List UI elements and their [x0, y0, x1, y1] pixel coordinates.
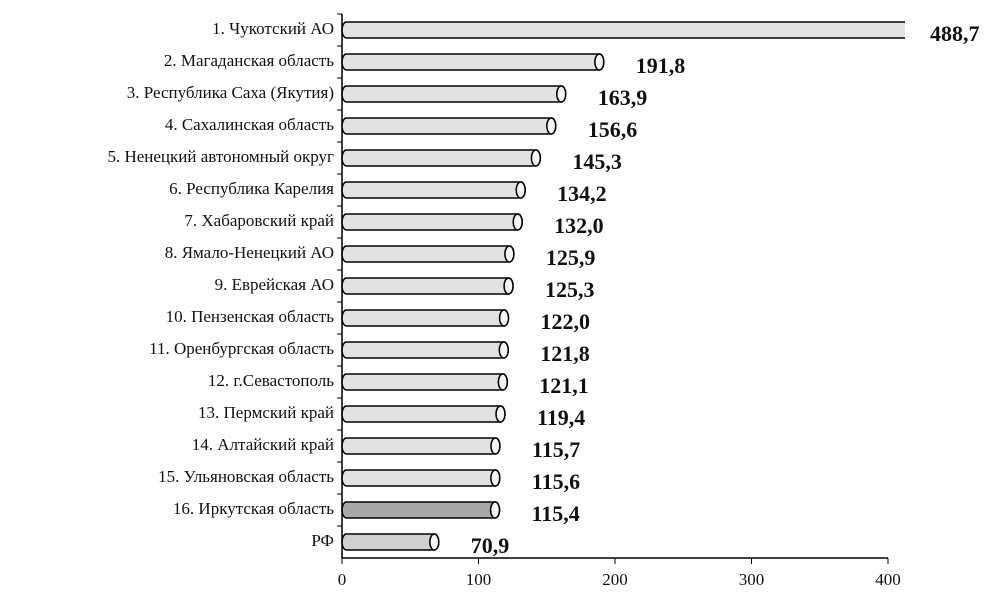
bar: [341, 117, 557, 135]
bar: [341, 21, 905, 39]
bar-group: [341, 85, 567, 103]
y-tick-label: РФ: [311, 531, 334, 550]
value-label: 488,7: [930, 21, 980, 46]
bar-cap: [504, 245, 515, 263]
value-label: 163,9: [598, 85, 648, 110]
y-tick-label: 8. Ямало-Ненецкий АО: [165, 243, 334, 262]
value-label: 191,8: [636, 53, 686, 78]
y-tick-label: 13. Пермский край: [198, 403, 334, 422]
bar-cap: [497, 373, 509, 391]
y-tick-label: 11. Оренбургская область: [149, 339, 334, 358]
y-tick-label: 16. Иркутская область: [173, 499, 334, 518]
y-tick-label: 2. Магаданская область: [164, 51, 334, 70]
y-tick-label: 14. Алтайский край: [192, 435, 334, 454]
bar-group: [341, 181, 526, 199]
bar-cap: [495, 405, 506, 423]
y-tick-label: 6. Республика Карелия: [169, 179, 334, 198]
bar-group: [341, 341, 510, 359]
value-label: 132,0: [554, 213, 604, 238]
value-label: 125,9: [546, 245, 596, 270]
bar: [341, 501, 501, 519]
value-label: 121,1: [539, 373, 589, 398]
bar-cap: [594, 53, 605, 71]
value-label: 121,8: [540, 341, 590, 366]
x-tick-label: 400: [875, 570, 901, 589]
bar-cap: [490, 437, 501, 455]
bar-cap: [489, 501, 501, 519]
x-tick-label: 300: [739, 570, 765, 589]
bar: [341, 181, 526, 199]
value-label: 70,9: [471, 533, 510, 558]
bar-cap: [512, 213, 523, 231]
bar-group: [341, 277, 514, 295]
bar-group: [341, 405, 506, 423]
bar: [341, 213, 523, 231]
bar-group: [341, 533, 440, 551]
y-tick-label: 3. Республика Саха (Якутия): [127, 83, 334, 102]
y-tick-label: 10. Пензенская область: [166, 307, 335, 326]
bar-cap: [530, 149, 542, 167]
value-label: 145,3: [572, 149, 622, 174]
bar: [341, 245, 515, 263]
bar-cap: [498, 309, 510, 327]
bar-group: [341, 245, 515, 263]
x-tick-label: 100: [466, 570, 492, 589]
value-label: 134,2: [557, 181, 607, 206]
bar-cap: [429, 533, 440, 551]
bar: [341, 469, 501, 487]
bar-group: [341, 437, 501, 455]
value-label: 125,3: [545, 277, 595, 302]
y-tick-label: 4. Сахалинская область: [165, 115, 334, 134]
bar: [341, 309, 510, 327]
x-tick-label: 0: [338, 570, 347, 589]
bar-group: [341, 117, 557, 135]
bar-group: [341, 21, 905, 39]
y-tick-label: 5. Ненецкий автономный округ: [107, 147, 334, 166]
y-tick-label: 7. Хабаровский край: [184, 211, 334, 230]
bar: [341, 277, 514, 295]
y-tick-label: 1. Чукотский АО: [212, 19, 334, 38]
bar: [341, 533, 440, 551]
x-tick-label: 200: [602, 570, 628, 589]
bar-cap: [490, 469, 501, 487]
bar-cap: [498, 341, 510, 359]
bar-group: [341, 373, 509, 391]
y-tick-label: 9. Еврейская АО: [215, 275, 334, 294]
value-label: 156,6: [588, 117, 638, 142]
value-label: 115,4: [532, 501, 580, 526]
bar-group: [341, 501, 501, 519]
bar: [341, 405, 506, 423]
bar-group: [341, 53, 605, 71]
bar: [341, 437, 501, 455]
value-label: 115,7: [532, 437, 580, 462]
bar-cap: [556, 85, 567, 103]
bar: [341, 341, 510, 359]
bar-group: [341, 149, 542, 167]
y-tick-label: 12. г.Севастополь: [208, 371, 334, 390]
bar-group: [341, 309, 510, 327]
bar-group: [341, 213, 523, 231]
bar: [341, 373, 509, 391]
bar: [341, 85, 567, 103]
value-label: 122,0: [541, 309, 591, 334]
bar: [341, 53, 605, 71]
bars: [341, 21, 905, 551]
y-tick-label: 15. Ульяновская область: [158, 467, 334, 486]
bar-cap: [546, 117, 557, 135]
bar-cap: [503, 277, 514, 295]
value-label: 115,6: [532, 469, 580, 494]
bar-group: [341, 469, 501, 487]
bar: [341, 149, 542, 167]
value-label: 119,4: [537, 405, 585, 430]
bar-cap: [515, 181, 526, 199]
